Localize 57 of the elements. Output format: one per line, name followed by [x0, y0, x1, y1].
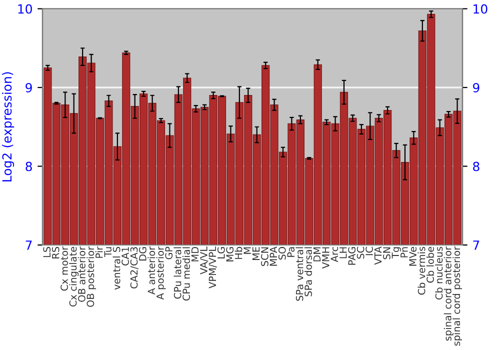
x-tick-label: LH: [340, 247, 347, 258]
y2-tick-label: 9: [473, 82, 480, 92]
y-axis-title: Log2 (expression): [2, 72, 14, 182]
x-tick-label: VTA: [374, 246, 382, 265]
x-tick-label: SC: [356, 246, 364, 259]
x-tick-label: DG: [139, 247, 146, 260]
x-tick-label: MD: [191, 246, 199, 262]
x-tick-label: Cb nucleus: [435, 246, 443, 300]
x-tick-label: Arc: [330, 246, 338, 262]
x-tick-label: Cb vermis: [418, 246, 426, 295]
x-tick-label: CPu lateral: [174, 247, 182, 299]
x-tick-label: A posterior: [156, 246, 166, 300]
y2-tick-label: 8: [473, 162, 480, 172]
x-tick-label: DM: [313, 247, 321, 262]
y-tick-label: 8: [26, 162, 32, 172]
x-tick-label: MVe: [409, 246, 417, 266]
x-tick-label: LS: [43, 246, 51, 258]
y-tick-label: 10: [18, 4, 32, 14]
x-tick-label: CA1: [122, 247, 129, 266]
x-tick-label: ME: [252, 247, 260, 260]
y-tick-label: 9: [26, 82, 32, 92]
y2-tick-label: 7: [473, 240, 480, 250]
x-tick-label: MG: [226, 247, 234, 262]
x-tick-label: LG: [217, 247, 225, 258]
x-tick-label: VMH: [322, 247, 330, 269]
x-tick-label: Cx motor: [60, 246, 68, 291]
y-tick-label: 7: [26, 240, 32, 250]
x-tick-label: PAG: [348, 247, 356, 265]
x-tick-label: Hb: [234, 246, 242, 259]
x-tick-label: SPa dorsal: [304, 247, 312, 296]
y2-tick-label: 10: [474, 4, 488, 14]
x-tick-label: Tg: [392, 247, 401, 259]
x-tick-label: Pir: [95, 246, 103, 258]
x-tick-label: A anterior: [148, 246, 156, 295]
x-tick-label: spinal cord anterior: [444, 246, 454, 341]
x-tick-label: CA2/CA3: [130, 247, 138, 288]
x-tick-label: ventral S: [112, 246, 120, 290]
x-tick-label: SPa ventral: [296, 247, 304, 301]
x-tick-label: Pn: [400, 247, 408, 258]
x-tick-label: OB anterior: [78, 246, 86, 302]
x-tick-label: GP: [165, 246, 173, 260]
x-tick-label: IC: [366, 246, 373, 256]
x-tick-label: CPu medial: [182, 247, 190, 301]
x-tick-label: M: [244, 247, 251, 254]
x-tick-label: SO: [278, 246, 286, 260]
x-tick-label: MPA: [270, 246, 277, 266]
x-tick-label: VPM/VPL: [208, 246, 217, 288]
x-tick-label: SCN: [261, 247, 268, 266]
x-tick-label: Cb lobe: [426, 246, 434, 283]
x-tick-label: Pa: [287, 247, 295, 257]
x-tick-label: OB posterior: [86, 246, 96, 307]
x-tick-label: spinal cord posterior: [452, 246, 462, 346]
x-tick-label: SN: [383, 247, 390, 260]
x-tick-label: Cx cingulate: [69, 246, 79, 306]
x-tick-label: VA/VL: [200, 246, 208, 274]
x-tick-label: RS: [52, 246, 60, 258]
x-tick-label: Tu: [104, 247, 112, 258]
